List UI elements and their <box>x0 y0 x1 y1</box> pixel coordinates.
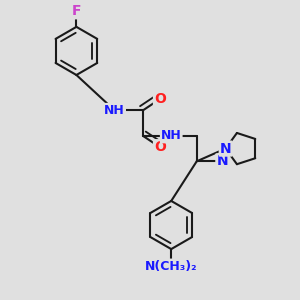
Text: NH: NH <box>161 129 182 142</box>
Text: O: O <box>154 92 166 106</box>
Text: F: F <box>72 4 81 18</box>
Text: N(CH₃)₂: N(CH₃)₂ <box>145 260 197 273</box>
Text: NH: NH <box>104 104 125 117</box>
Text: O: O <box>154 140 166 154</box>
Text: N: N <box>216 154 228 168</box>
Text: N: N <box>220 142 231 156</box>
